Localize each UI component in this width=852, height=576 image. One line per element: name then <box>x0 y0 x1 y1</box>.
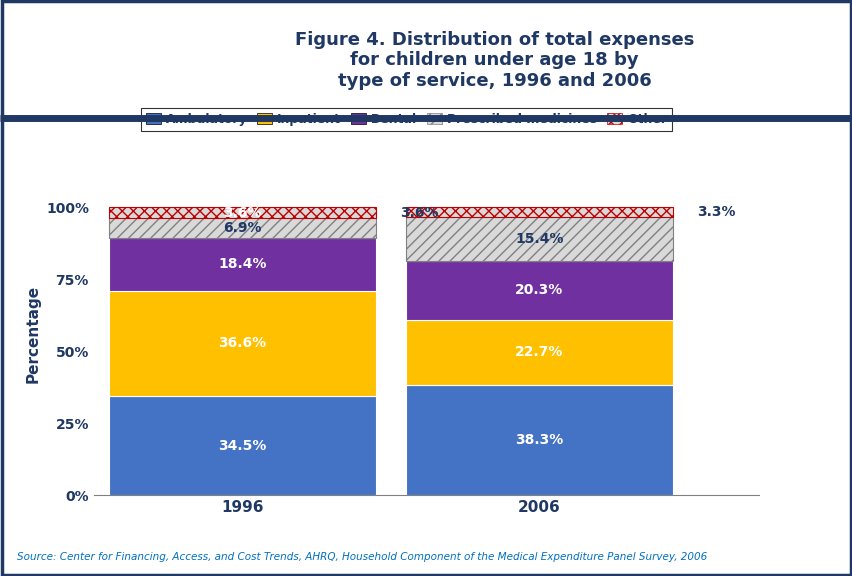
Text: 20.3%: 20.3% <box>515 283 563 297</box>
Bar <box>108 207 376 218</box>
Y-axis label: Percentage: Percentage <box>26 285 40 383</box>
Text: 38.3%: 38.3% <box>515 433 563 447</box>
Text: 36.6%: 36.6% <box>218 336 266 350</box>
Bar <box>406 217 672 262</box>
Text: 3.3%: 3.3% <box>696 205 734 219</box>
Text: 22.7%: 22.7% <box>515 346 563 359</box>
Text: Source: Center for Financing, Access, and Cost Trends, AHRQ, Household Component: Source: Center for Financing, Access, an… <box>17 552 706 562</box>
Text: 3.6%: 3.6% <box>400 206 438 219</box>
Text: 34.5%: 34.5% <box>218 439 266 453</box>
Bar <box>108 290 376 396</box>
Legend: Ambulatory, Inpatient, Dental, Prescribed medicines, Other: Ambulatory, Inpatient, Dental, Prescribe… <box>141 108 671 131</box>
Bar <box>108 237 376 290</box>
Text: 15.4%: 15.4% <box>515 232 563 246</box>
Text: 6.9%: 6.9% <box>223 221 262 234</box>
Bar <box>108 396 376 495</box>
Bar <box>406 385 672 495</box>
Bar <box>406 320 672 385</box>
Text: 3.6%: 3.6% <box>223 206 262 219</box>
Text: 18.4%: 18.4% <box>218 257 267 271</box>
Bar <box>108 218 376 237</box>
Text: Figure 4. Distribution of total expenses
for children under age 18 by
type of se: Figure 4. Distribution of total expenses… <box>295 31 694 90</box>
Bar <box>406 261 672 320</box>
Bar <box>406 207 672 217</box>
